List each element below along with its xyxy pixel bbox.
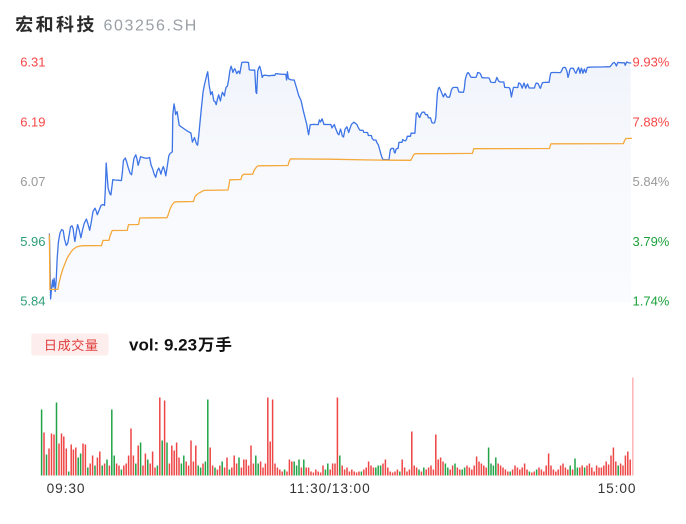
svg-text:vol: 9.23: vol: 9.23 bbox=[129, 336, 197, 355]
svg-text:6.19: 6.19 bbox=[20, 114, 45, 129]
svg-text:3.79%: 3.79% bbox=[633, 234, 670, 249]
svg-text:9.93%: 9.93% bbox=[633, 55, 670, 70]
svg-text:15:00: 15:00 bbox=[598, 481, 637, 496]
svg-text:7.88%: 7.88% bbox=[633, 114, 670, 129]
svg-text:6.07: 6.07 bbox=[20, 174, 45, 189]
svg-text:6.31: 6.31 bbox=[20, 55, 45, 70]
svg-text:5.84%: 5.84% bbox=[633, 174, 670, 189]
svg-text:5.84: 5.84 bbox=[20, 294, 45, 309]
svg-text:1.74%: 1.74% bbox=[633, 294, 670, 309]
svg-text:11:30/13:00: 11:30/13:00 bbox=[289, 481, 370, 496]
svg-text:603256.SH: 603256.SH bbox=[104, 18, 198, 35]
svg-text:5.96: 5.96 bbox=[20, 234, 45, 249]
svg-text:09:30: 09:30 bbox=[47, 481, 86, 496]
